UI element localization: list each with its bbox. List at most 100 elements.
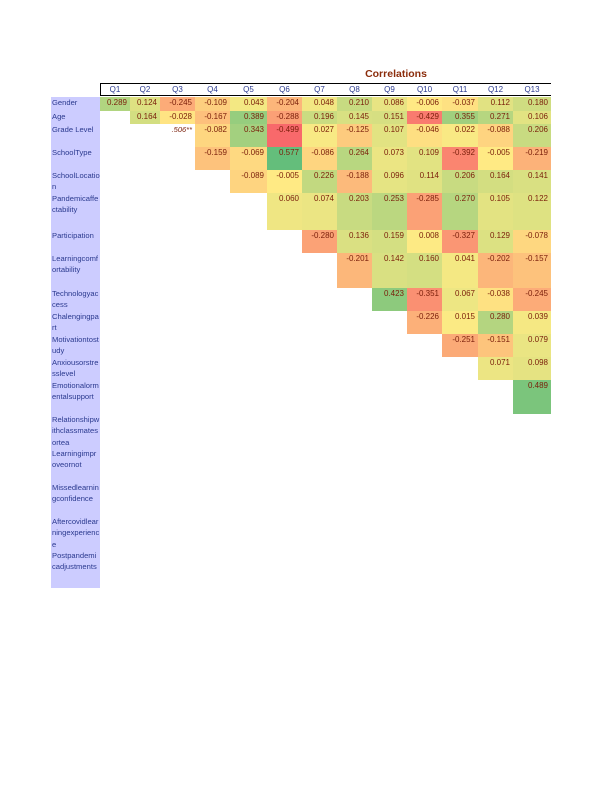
row-label: Aftercovidlearningexperience (52, 517, 100, 549)
column-header-q1: Q1 (109, 85, 121, 94)
correlation-cell: 0.271 (478, 111, 513, 124)
correlation-cell: -0.245 (513, 288, 551, 311)
correlation-cell: 0.280 (478, 311, 513, 334)
correlation-cell: -0.069 (230, 147, 267, 170)
column-header-box (100, 83, 551, 96)
correlation-cell: 0.008 (407, 230, 442, 253)
correlation-cell: 0.151 (372, 111, 407, 124)
row-label: Missedlearningconfidence (52, 483, 99, 504)
correlation-cell: 0.109 (407, 147, 442, 170)
correlation-cell: 0.071 (478, 357, 513, 380)
correlation-cell: 0.141 (513, 170, 551, 193)
correlation-cell: 0.114 (407, 170, 442, 193)
column-header-q6: Q6 (279, 85, 290, 94)
correlation-cell: 0.264 (337, 147, 372, 170)
correlation-cell: -0.038 (478, 288, 513, 311)
column-header-q12: Q12 (487, 85, 504, 94)
correlation-cell: 0.210 (337, 97, 372, 111)
correlation-cell: -0.005 (478, 147, 513, 170)
correlation-cell: 0.122 (513, 193, 551, 230)
correlation-cell: -0.078 (513, 230, 551, 253)
correlation-cell: 0.180 (513, 97, 551, 111)
row-label: Relationshipwithclassmatesortea (52, 415, 100, 447)
row-label: SchoolLocation (52, 171, 100, 192)
correlation-cell: -0.157 (513, 253, 551, 288)
correlation-cell: -0.251 (442, 334, 478, 357)
correlation-cell: -0.005 (267, 170, 302, 193)
row-label: Technologyaccess (52, 289, 99, 310)
correlation-cell: -0.429 (407, 111, 442, 124)
row-label: Age (52, 112, 66, 121)
row-label: SchoolType (52, 148, 92, 157)
correlation-cell: -0.202 (478, 253, 513, 288)
correlation-cell: 0.098 (513, 357, 551, 380)
correlation-cell: 0.159 (372, 230, 407, 253)
correlation-cell: 0.142 (372, 253, 407, 288)
row-label: Motivationtostudy (52, 335, 99, 356)
row-label: Postpandemicadjustments (52, 551, 97, 572)
correlation-cell: -0.159 (195, 147, 230, 170)
row-label: Chalengingpart (52, 312, 99, 333)
correlation-cell: -0.006 (407, 97, 442, 111)
correlation-cell: -0.245 (160, 97, 195, 111)
column-header-q5: Q5 (243, 85, 254, 94)
column-header-q2: Q2 (139, 85, 151, 94)
correlation-cell: 0.107 (372, 124, 407, 147)
correlation-cell: -0.028 (160, 111, 195, 124)
correlation-cell: 0.073 (372, 147, 407, 170)
column-header-q13: Q13 (524, 85, 540, 94)
correlation-cell: 0.048 (302, 97, 337, 111)
correlation-cell: 0.079 (513, 334, 551, 357)
correlation-cell: -0.151 (478, 334, 513, 357)
correlation-cell: 0.106 (513, 111, 551, 124)
correlation-cell: 0.043 (230, 97, 267, 111)
row-label: Anxiousorstresslevel (52, 358, 99, 379)
correlation-cell: -0.088 (478, 124, 513, 147)
table-title: Correlations (365, 68, 427, 80)
correlation-cell: -0.125 (337, 124, 372, 147)
correlation-cell: 0.389 (230, 111, 267, 124)
correlation-cell: 0.270 (442, 193, 478, 230)
correlation-cell: 0.289 (100, 97, 130, 111)
column-header-q8: Q8 (349, 85, 360, 94)
correlation-cell: 0.129 (478, 230, 513, 253)
correlation-cell: 0.160 (407, 253, 442, 288)
correlation-cell: -0.327 (442, 230, 478, 253)
correlation-cell: 0.145 (337, 111, 372, 124)
column-header-q10: Q10 (416, 85, 433, 94)
correlation-cell: -0.086 (302, 147, 337, 170)
correlation-cell: 0.226 (302, 170, 337, 193)
correlation-cell: 0.096 (372, 170, 407, 193)
correlation-cell: -0.219 (513, 147, 551, 170)
correlation-cell: -0.204 (267, 97, 302, 111)
row-label: Emotionalormentalsupport (52, 381, 99, 402)
correlation-cell: 0.086 (372, 97, 407, 111)
correlation-cell: -0.392 (442, 147, 478, 170)
correlation-cell: 0.015 (442, 311, 478, 334)
correlation-cell: 0.022 (442, 124, 478, 147)
correlation-cell: 0.060 (267, 193, 302, 230)
correlation-cell: -0.046 (407, 124, 442, 147)
row-label: Learningimproveornot (52, 449, 97, 470)
correlation-cell: 0.105 (478, 193, 513, 230)
row-label: Participation (52, 231, 94, 240)
correlation-cell: 0.577 (267, 147, 302, 170)
correlation-cell: .506** (171, 125, 192, 134)
correlation-cell: -0.280 (302, 230, 337, 253)
correlation-cell: 0.343 (230, 124, 267, 147)
correlation-cell: -0.109 (195, 97, 230, 111)
correlation-cell: -0.351 (407, 288, 442, 311)
correlation-cell: -0.201 (337, 253, 372, 288)
column-header-q7: Q7 (314, 85, 325, 94)
correlation-cell: 0.164 (130, 111, 160, 124)
correlation-cell: -0.188 (337, 170, 372, 193)
correlation-cell: 0.027 (302, 124, 337, 147)
correlation-cell: -0.226 (407, 311, 442, 334)
correlation-cell: 0.196 (302, 111, 337, 124)
correlation-cell: -0.037 (442, 97, 478, 111)
correlation-cell: 0.206 (513, 124, 551, 147)
correlation-cell: 0.489 (513, 380, 551, 414)
column-header-q9: Q9 (384, 85, 395, 94)
correlation-cell: -0.288 (267, 111, 302, 124)
correlation-cell: -0.089 (230, 170, 267, 193)
